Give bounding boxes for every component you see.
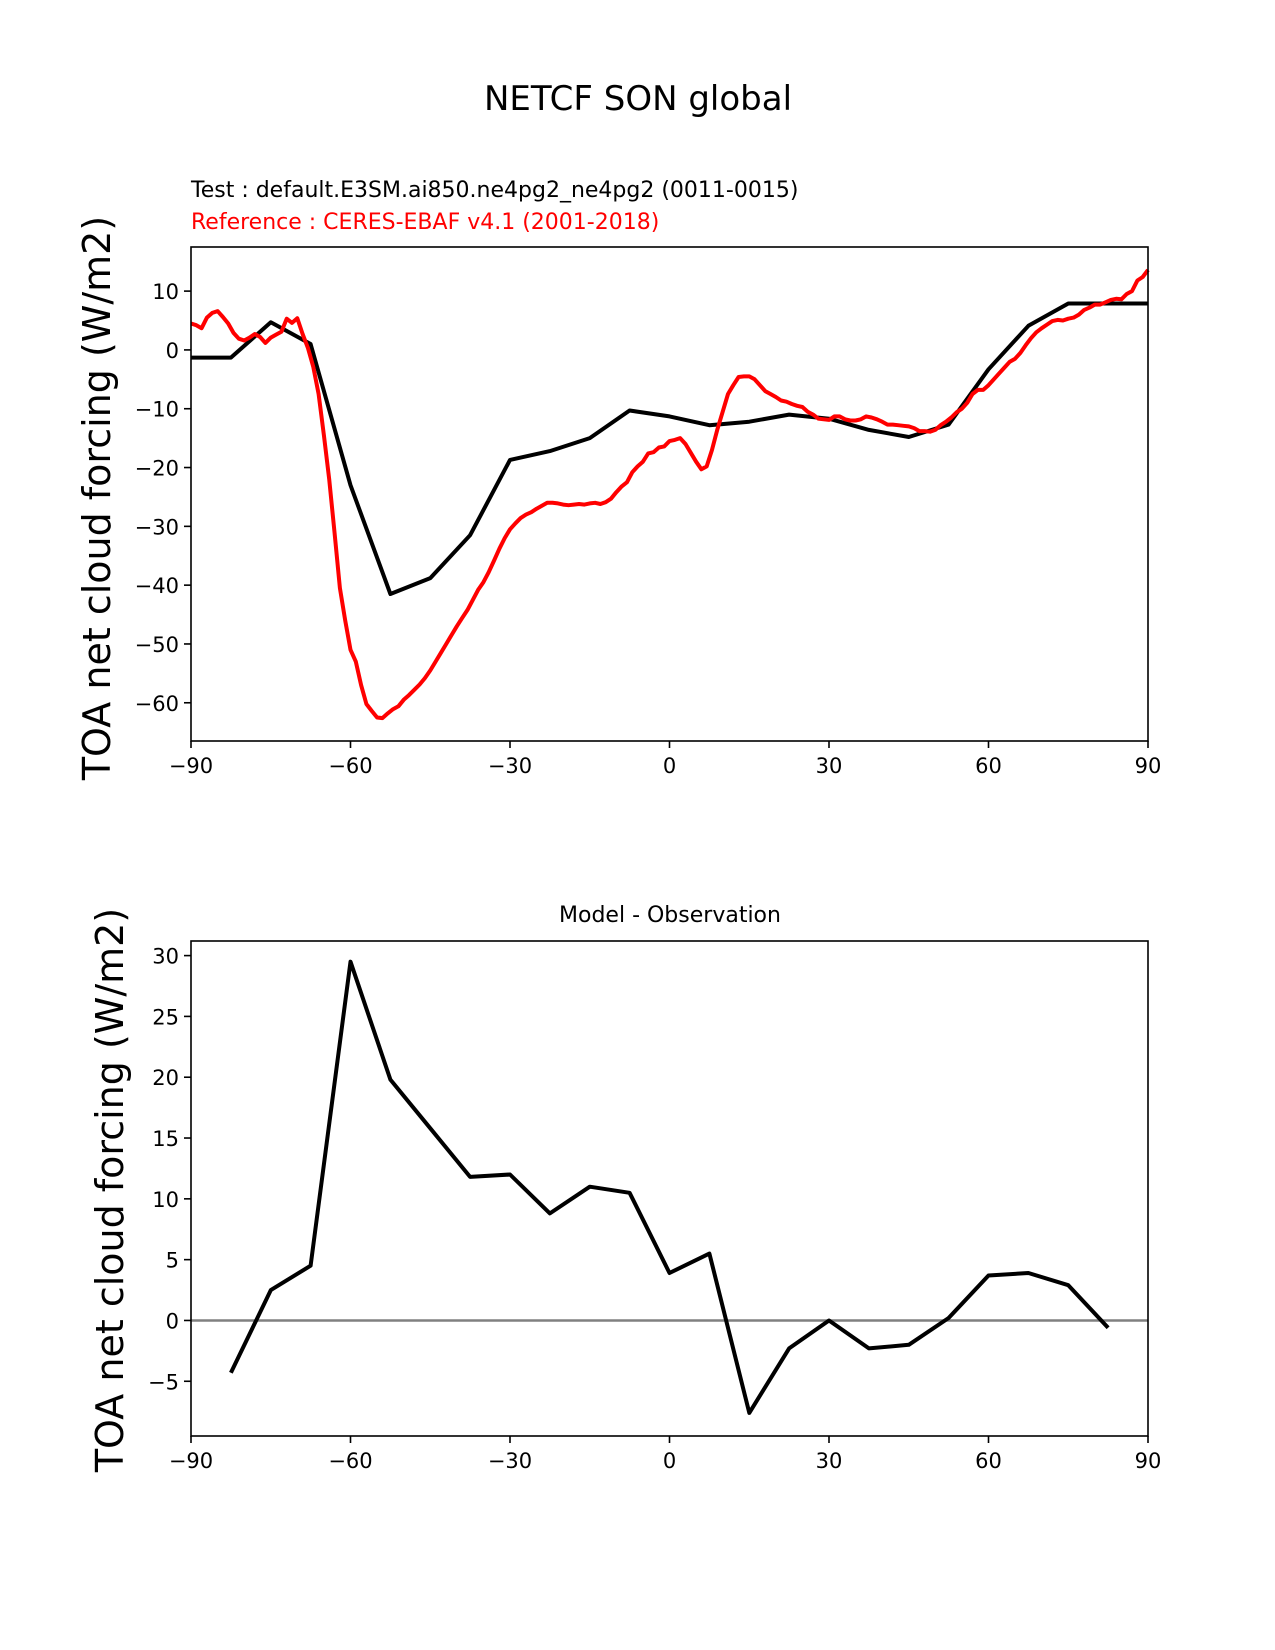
top-y-tick-label: −10 — [135, 398, 179, 422]
bottom-y-tick-label: 10 — [152, 1188, 179, 1212]
bottom-x-tick-label: −90 — [169, 1449, 213, 1473]
bottom-y-tick-label: 30 — [152, 945, 179, 969]
reference-label: Reference : CERES-EBAF v4.1 (2001-2018) — [191, 210, 659, 235]
bottom-x-tick-label: 0 — [663, 1449, 676, 1473]
top-y-tick-label: −40 — [135, 574, 179, 598]
top-y-tick-label: −50 — [135, 633, 179, 657]
bottom-y-tick-label: −5 — [148, 1370, 179, 1394]
top-series-test-line — [191, 301, 1148, 596]
top-y-tick-label: −30 — [135, 515, 179, 539]
top-y-tick-label: −20 — [135, 457, 179, 481]
bottom-y-tick-label: 20 — [152, 1066, 179, 1090]
top-series-reference-line — [190, 268, 1150, 721]
bottom-y-tick-label: 0 — [166, 1309, 179, 1333]
top-plot-area: −90 −60 −30 0 30 60 90 −60 −50 −40 −30 −20 −10 0 10 — [135, 246, 1162, 778]
top-x-tick-label: 0 — [663, 754, 676, 778]
bottom-x-tick-label: 60 — [975, 1449, 1002, 1473]
test-label: Test : default.E3SM.ai850.ne4pg2_ne4pg2 … — [190, 178, 798, 203]
top-panel: Test : default.E3SM.ai850.ne4pg2_ne4pg2 … — [75, 178, 1161, 781]
bottom-x-tick-label: −30 — [488, 1449, 532, 1473]
bottom-x-tick-label: 30 — [816, 1449, 843, 1473]
bottom-series-model-observation-line — [229, 959, 1110, 1415]
top-x-tick-label: 60 — [975, 754, 1002, 778]
top-x-tick-label: 90 — [1135, 754, 1162, 778]
bottom-y-axis-label: TOA net cloud forcing (W/m2) — [88, 908, 132, 1473]
top-y-tick-label: 10 — [152, 280, 179, 304]
bottom-panel: Model - Observation TOA net cloud forcin… — [88, 903, 1161, 1473]
bottom-y-tick-label: 25 — [152, 1005, 179, 1029]
bottom-panel-title: Model - Observation — [559, 903, 781, 928]
top-x-tick-label: −60 — [328, 754, 372, 778]
top-y-axis-label: TOA net cloud forcing (W/m2) — [75, 216, 119, 781]
top-y-tick-label: −60 — [135, 692, 179, 716]
bottom-y-tick-label: 15 — [152, 1127, 179, 1151]
bottom-x-tick-label: −60 — [328, 1449, 372, 1473]
bottom-x-tick-label: 90 — [1135, 1449, 1162, 1473]
figure-title: NETCF SON global — [484, 79, 792, 119]
top-x-tick-label: 30 — [816, 754, 843, 778]
bottom-plot-area: −90 −60 −30 0 30 60 90 −5 0 5 10 15 20 25 30 — [148, 940, 1162, 1473]
bottom-y-tick-label: 5 — [166, 1249, 179, 1273]
top-x-tick-label: −30 — [488, 754, 532, 778]
top-y-tick-label: 0 — [166, 339, 179, 363]
top-x-tick-label: −90 — [169, 754, 213, 778]
